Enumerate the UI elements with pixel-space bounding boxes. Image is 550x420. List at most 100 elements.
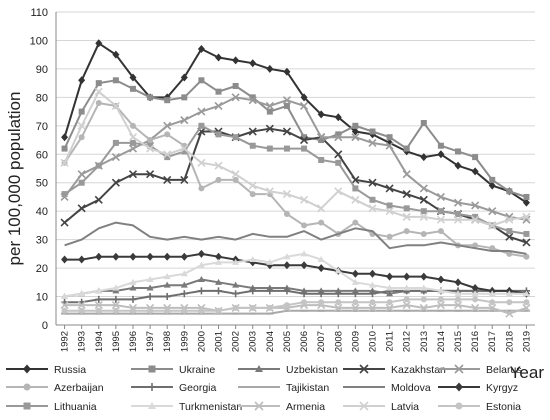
data-point — [318, 137, 325, 144]
data-point — [95, 100, 102, 107]
data-point — [453, 215, 463, 224]
data-point — [283, 211, 290, 218]
data-point — [146, 252, 154, 261]
x-tick-label: 2004 — [265, 331, 276, 352]
data-point — [61, 191, 68, 198]
data-point — [318, 219, 325, 226]
data-point — [523, 193, 530, 200]
data-point — [147, 142, 154, 149]
x-tick-label: 1998 — [162, 331, 173, 352]
data-point — [385, 303, 394, 312]
data-point — [232, 281, 240, 288]
data-point — [163, 175, 172, 184]
y-tick-label: 100 — [30, 35, 48, 47]
data-point — [111, 153, 120, 162]
data-point — [249, 94, 256, 101]
data-point — [128, 170, 138, 179]
legend-label: Ukraine — [179, 364, 215, 376]
data-point — [248, 96, 257, 105]
x-tick-label: 2007 — [316, 331, 327, 352]
y-tick-label: 10 — [36, 292, 48, 304]
x-tick-label: 1994 — [94, 331, 105, 352]
data-point — [301, 134, 308, 141]
data-point — [472, 154, 479, 161]
series-line — [63, 90, 527, 227]
data-point — [197, 275, 205, 282]
data-point — [266, 108, 273, 115]
legend-item: Lithuania — [6, 401, 97, 413]
data-point — [198, 77, 205, 84]
data-point — [215, 287, 223, 295]
legend-item: Kazakhstan — [343, 364, 446, 376]
legend-item: Belarus — [438, 364, 522, 376]
data-point — [283, 302, 290, 309]
data-point — [419, 195, 428, 204]
data-point — [148, 383, 156, 391]
legend-item: Azerbaijan — [6, 382, 104, 394]
data-point — [352, 122, 359, 129]
data-point — [403, 205, 410, 212]
x-tick-label: 1995 — [111, 331, 122, 352]
data-point — [197, 107, 206, 116]
data-point — [455, 402, 463, 410]
data-point — [129, 284, 137, 291]
x-tick-label: 2000 — [196, 331, 207, 352]
data-point — [488, 290, 496, 297]
legend-item: Tajikistan — [238, 382, 329, 394]
data-point — [95, 252, 103, 261]
data-point — [180, 290, 188, 298]
data-point — [385, 207, 394, 216]
data-point — [232, 258, 240, 265]
data-point — [78, 307, 85, 314]
data-point — [128, 144, 138, 153]
data-point — [60, 158, 69, 167]
x-tick-label: 2008 — [333, 331, 344, 352]
data-point — [129, 252, 137, 261]
data-point — [197, 261, 205, 268]
data-point — [420, 272, 428, 281]
data-point — [23, 364, 31, 374]
data-point — [489, 176, 496, 183]
data-point — [112, 77, 119, 84]
legend-item: Moldova — [343, 382, 431, 394]
x-tick-label: 2016 — [470, 331, 481, 352]
data-point — [111, 101, 120, 110]
data-point — [146, 170, 155, 179]
data-point — [453, 198, 463, 207]
legend-item: Russia — [6, 364, 86, 376]
data-point — [301, 299, 308, 306]
data-point — [248, 127, 257, 136]
data-point — [112, 50, 120, 59]
data-point — [163, 273, 171, 280]
y-tick-label: 0 — [42, 320, 48, 332]
legend: Russia Ukraine Uzbekistan Kazakhstan Belarus… — [6, 364, 522, 413]
data-point — [232, 56, 240, 65]
legend-item: Georgia — [131, 382, 217, 394]
legend-label: Moldova — [391, 382, 431, 394]
axes: 0 10 20 30 40 50 60 70 80 90 100 110 1992 1993 1994 199… — [30, 7, 535, 352]
data-point — [523, 299, 530, 306]
data-point — [283, 253, 291, 260]
data-point — [78, 108, 85, 115]
y-tick-label: 20 — [36, 263, 48, 275]
data-point — [402, 212, 411, 221]
data-point — [318, 156, 325, 163]
legend-label: Lithuania — [54, 401, 97, 413]
data-point — [385, 184, 394, 193]
x-tick-label: 2018 — [504, 331, 515, 352]
data-point — [146, 275, 154, 282]
data-point — [95, 295, 103, 303]
legend-label: Uzbekistan — [286, 364, 338, 376]
legend-label: Estonia — [486, 401, 521, 413]
data-point — [453, 301, 463, 310]
legend-label: Kyrgyz — [486, 382, 518, 394]
data-point — [282, 96, 292, 105]
data-point — [334, 303, 343, 312]
data-point — [471, 201, 480, 210]
data-point — [437, 150, 445, 159]
data-point — [266, 64, 274, 73]
data-point — [164, 307, 171, 314]
data-point — [488, 221, 497, 230]
data-point — [437, 296, 444, 303]
data-point — [436, 192, 445, 202]
